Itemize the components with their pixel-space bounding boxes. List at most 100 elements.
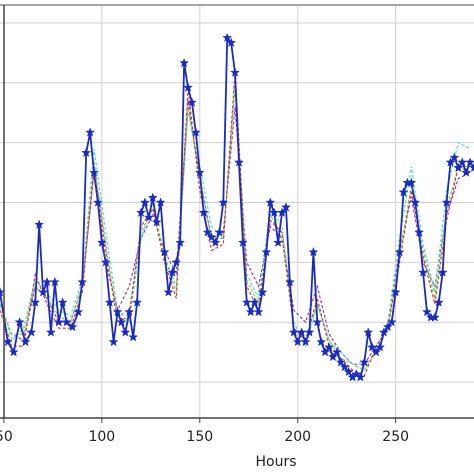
- star-marker: [386, 317, 397, 327]
- star-marker: [179, 57, 190, 68]
- star-marker: [382, 321, 393, 332]
- star-marker: [406, 177, 417, 187]
- series-line: [0, 88, 471, 371]
- star-marker: [359, 357, 370, 367]
- star-marker: [253, 306, 264, 317]
- series-line: [0, 82, 471, 371]
- star-marker: [218, 197, 229, 207]
- star-marker: [143, 212, 154, 222]
- star-marker: [308, 246, 319, 257]
- star-marker: [339, 361, 350, 372]
- star-marker: [284, 276, 295, 287]
- star-marker: [312, 317, 323, 327]
- star-marker: [14, 317, 25, 327]
- star-marker: [363, 327, 374, 337]
- star-marker: [469, 162, 474, 173]
- star-marker: [296, 327, 307, 337]
- star-marker: [100, 257, 111, 267]
- series-line: [0, 35, 474, 379]
- grid: [0, 5, 474, 418]
- star-marker: [355, 372, 366, 382]
- x-tick-label: 200: [284, 429, 311, 445]
- star-marker: [132, 297, 143, 307]
- star-marker: [320, 346, 331, 357]
- star-marker: [265, 197, 276, 207]
- star-marker: [335, 357, 346, 367]
- series-line: [0, 100, 471, 365]
- star-marker: [277, 207, 288, 217]
- star-marker: [410, 197, 421, 207]
- star-marker: [273, 237, 284, 247]
- star-marker: [206, 232, 217, 242]
- star-marker: [394, 246, 405, 257]
- star-marker: [441, 197, 452, 207]
- star-marker: [136, 207, 146, 217]
- star-marker: [198, 207, 209, 217]
- star-marker: [128, 331, 139, 342]
- star-marker: [449, 152, 460, 162]
- star-marker: [249, 297, 260, 307]
- star-marker: [0, 287, 5, 297]
- star-marker: [34, 219, 45, 229]
- star-marker: [418, 267, 429, 277]
- star-marker: [331, 346, 342, 357]
- star-marker: [214, 227, 225, 237]
- star-marker: [390, 287, 401, 297]
- star-marker: [175, 237, 186, 247]
- plot-area: [0, 32, 474, 382]
- star-marker: [194, 167, 205, 177]
- star-marker: [120, 327, 131, 337]
- star-marker: [167, 267, 178, 277]
- star-marker: [324, 342, 335, 352]
- star-marker: [453, 162, 464, 173]
- star-marker: [281, 202, 291, 212]
- star-marker: [398, 187, 409, 197]
- star-marker: [328, 351, 338, 362]
- star-marker: [20, 336, 31, 347]
- star-marker: [61, 317, 72, 327]
- star-marker: [316, 336, 327, 347]
- star-marker: [234, 157, 244, 167]
- star-marker: [210, 237, 221, 247]
- star-marker: [202, 227, 213, 237]
- star-marker: [437, 267, 448, 277]
- star-marker: [257, 287, 268, 297]
- star-marker: [108, 336, 119, 347]
- star-marker: [151, 217, 162, 227]
- star-marker: [433, 297, 444, 307]
- star-marker: [230, 67, 240, 77]
- star-marker: [163, 287, 174, 297]
- star-marker: [186, 97, 197, 107]
- star-marker: [378, 327, 389, 337]
- star-marker: [77, 276, 88, 287]
- star-marker: [183, 82, 193, 92]
- star-marker: [147, 192, 158, 202]
- star-marker: [261, 246, 272, 257]
- x-axis-label: Hours: [255, 454, 296, 470]
- star-marker: [288, 327, 299, 337]
- star-marker: [414, 227, 425, 237]
- star-marker: [465, 157, 474, 167]
- star-marker: [85, 127, 96, 137]
- star-marker: [222, 32, 233, 43]
- star-marker: [371, 346, 382, 357]
- star-marker: [89, 167, 99, 177]
- x-tick-label: 100: [88, 429, 115, 445]
- star-marker: [300, 336, 311, 347]
- star-marker: [461, 167, 472, 177]
- star-marker: [30, 297, 41, 307]
- star-marker: [124, 306, 135, 317]
- star-marker: [116, 317, 127, 327]
- star-marker: [429, 312, 440, 322]
- star-marker: [343, 366, 354, 377]
- star-marker: [171, 257, 182, 267]
- star-marker: [304, 327, 315, 337]
- star-marker: [96, 237, 107, 247]
- star-marker: [81, 147, 92, 158]
- star-marker: [8, 346, 19, 357]
- star-marker: [245, 306, 256, 317]
- star-marker: [422, 306, 432, 317]
- star-marker: [57, 297, 68, 307]
- axes: [0, 4, 474, 419]
